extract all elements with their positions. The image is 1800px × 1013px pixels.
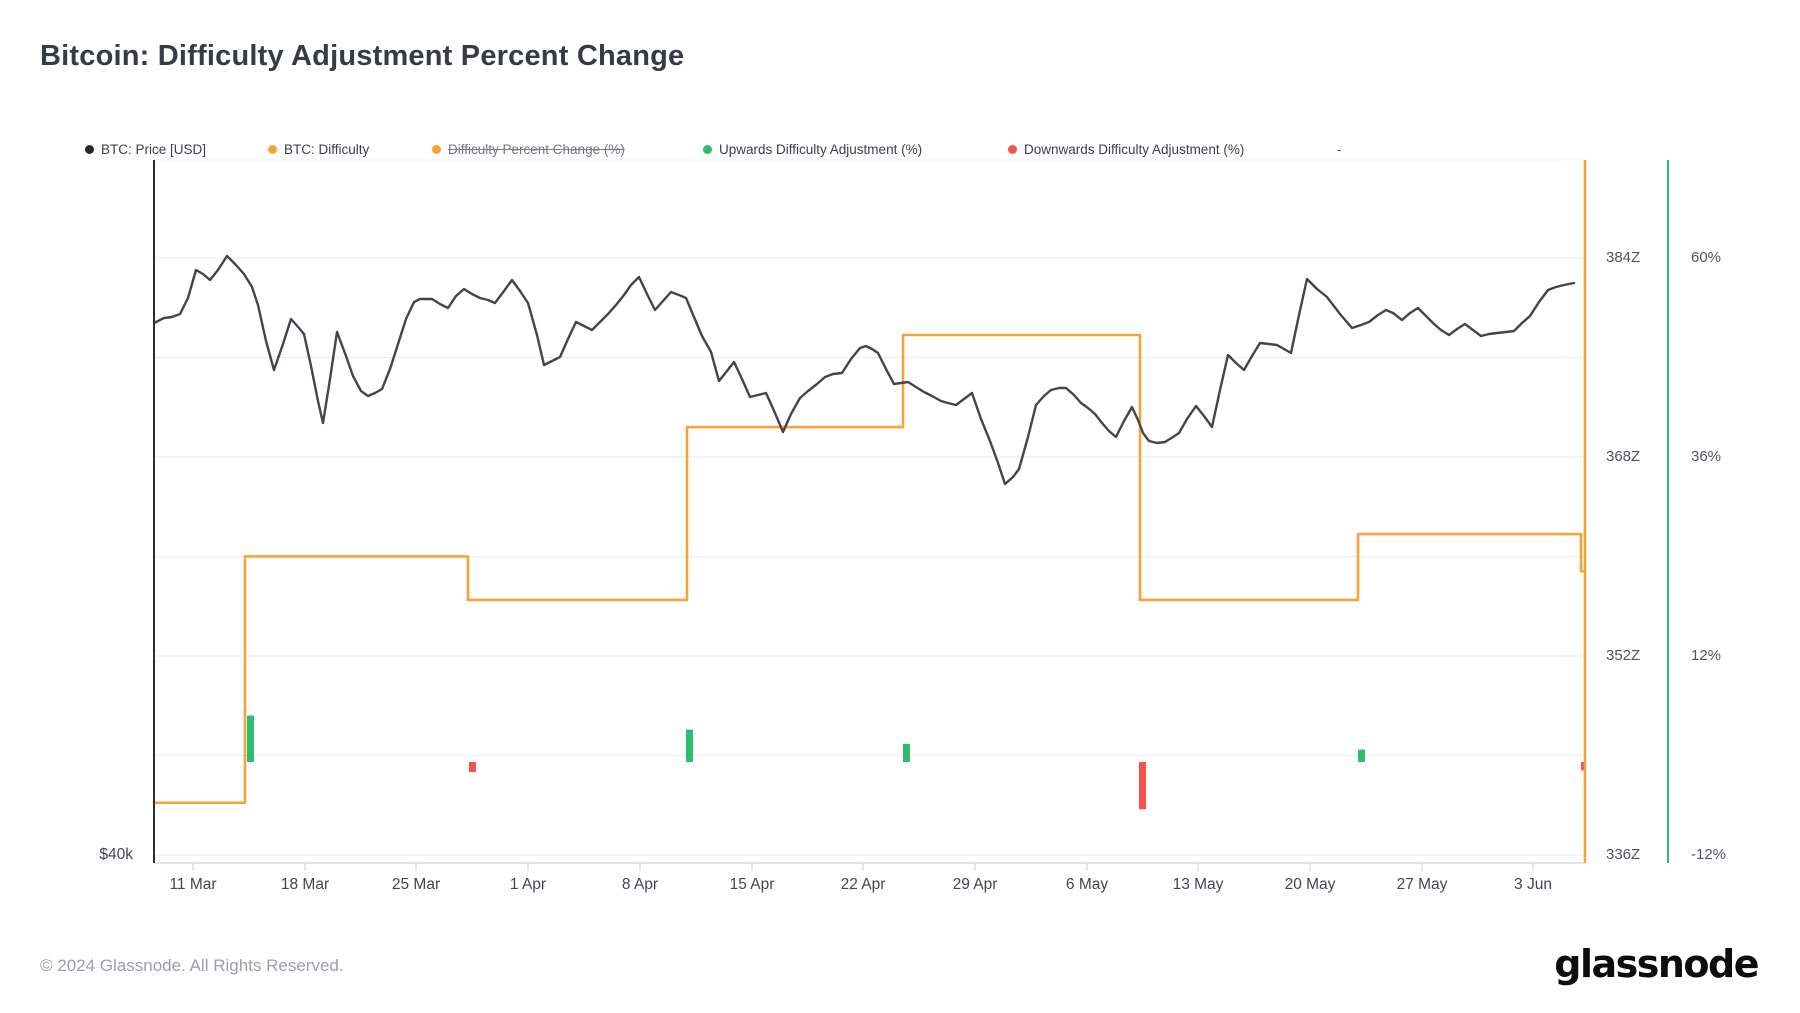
upwards-adjustment-bar-2: [686, 729, 693, 762]
x-axis-label-3: 1 Apr: [509, 876, 547, 893]
legend-item-3[interactable]: Upwards Difficulty Adjustment (%): [703, 138, 922, 160]
legend-label: Upwards Difficulty Adjustment (%): [719, 141, 923, 157]
legend-dot-icon: [703, 144, 712, 154]
upwards-adjustment-bar-3: [903, 743, 910, 762]
page-title: Bitcoin: Difficulty Adjustment Percent C…: [40, 40, 685, 72]
x-axis-label-9: 13 May: [1172, 876, 1224, 893]
legend-label: BTC: Difficulty: [284, 141, 370, 157]
y-axis-label-percent-2: 12%: [1691, 647, 1722, 664]
y-axis-label-difficulty-1: 368Z: [1606, 448, 1641, 465]
legend-item-4[interactable]: Downwards Difficulty Adjustment (%): [1008, 138, 1244, 160]
upwards-adjustment-bar-5: [1358, 749, 1365, 762]
copyright-text: © 2024 Glassnode. All Rights Reserved.: [40, 956, 344, 975]
x-axis-label-0: 11 Mar: [169, 876, 217, 893]
y-axis-label-difficulty-3: 336Z: [1606, 846, 1641, 863]
x-axis-label-5: 15 Apr: [729, 876, 775, 893]
legend-dot-icon: [268, 144, 277, 154]
downwards-adjustment-bar-4: [1139, 762, 1146, 810]
x-axis-label-8: 6 May: [1065, 876, 1109, 893]
price-line: [152, 254, 1576, 486]
legend-dot-icon: [432, 144, 441, 154]
y-axis-label-percent-1: 36%: [1691, 448, 1722, 465]
x-axis-label-4: 8 Apr: [621, 876, 659, 893]
downwards-adjustment-bar-1: [469, 762, 476, 772]
difficulty-line: [152, 333, 1587, 805]
legend-label: Downwards Difficulty Adjustment (%): [1024, 141, 1245, 157]
legend-dot-icon: [85, 144, 94, 154]
x-axis-label-11: 27 May: [1396, 876, 1448, 893]
legend-label: BTC: Price [USD]: [101, 141, 207, 157]
x-axis-label-12: 3 Jun: [1514, 876, 1552, 893]
y-axis-label-percent-3: -12%: [1691, 846, 1727, 863]
x-axis-label-1: 18 Mar: [280, 876, 330, 893]
legend-dot-icon: [1008, 144, 1017, 154]
legend-label: Difficulty Percent Change (%): [448, 141, 625, 157]
y-axis-label-percent-0: 60%: [1691, 249, 1722, 266]
x-axis-label-6: 22 Apr: [840, 876, 886, 893]
x-axis-label-10: 20 May: [1284, 876, 1336, 893]
legend-item-0[interactable]: BTC: Price [USD]: [85, 138, 206, 160]
y-axis-label-difficulty-2: 352Z: [1606, 647, 1641, 664]
y-axis-label-price: $40k: [99, 846, 133, 863]
x-axis-label-7: 29 Apr: [952, 876, 998, 893]
y-axis-label-difficulty-0: 384Z: [1606, 249, 1641, 266]
upwards-adjustment-bar-0: [247, 715, 254, 762]
x-axis-label-2: 25 Mar: [391, 876, 441, 893]
legend-item-1[interactable]: BTC: Difficulty: [268, 138, 369, 160]
chart-legend: BTC: Price [USD] BTC: Difficulty Difficult…: [0, 138, 1800, 162]
legend-dash: -: [1337, 141, 1342, 157]
legend-item-2[interactable]: Difficulty Percent Change (%): [432, 138, 625, 160]
downwards-adjustment-bar-6: [1581, 762, 1585, 771]
glassnode-logo: glassnode: [1554, 942, 1759, 986]
